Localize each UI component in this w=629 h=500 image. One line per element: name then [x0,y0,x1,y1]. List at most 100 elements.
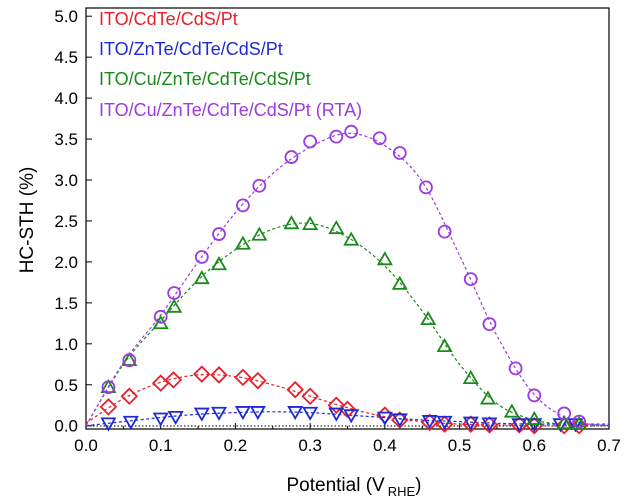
y-tick-label: 5.0 [54,7,78,26]
legend-entry-0: ITO/CdTe/CdS/Pt [99,9,238,29]
data-point-triangle-up [420,310,437,326]
data-point-diamond [120,387,139,406]
fit-line-series-2 [85,222,610,427]
data-point-diamond [99,398,118,416]
data-point-triangle-down [481,417,498,432]
data-point-triangle-down [234,406,251,421]
data-point-triangle-up [302,215,319,231]
data-point-diamond [555,416,573,435]
data-point-diamond [435,415,454,433]
data-point-circle [572,414,587,429]
data-point-triangle-up [479,390,497,405]
data-point-triangle-down [287,406,304,421]
x-tick-label: 0.5 [448,436,472,455]
data-point-triangle-up [328,220,345,235]
data-point-circle [419,180,433,195]
data-point-diamond [151,374,170,392]
y-tick-label: 1.0 [54,335,78,354]
data-point-diamond [193,365,211,383]
y-tick-label: 4.5 [54,48,78,67]
data-point-triangle-up [503,403,520,418]
data-point-triangle-up [436,337,453,353]
x-tick-label: 0.0 [74,436,98,455]
data-point-circle [284,150,299,164]
legend-entry-1: ITO/ZnTe/CdTe/CdS/Pt [99,39,283,59]
y-tick-label: 2.5 [54,212,78,231]
x-tick-label: 0.6 [522,436,546,455]
data-point-circle [303,134,318,149]
data-point-diamond [234,368,252,387]
data-point-circle [344,124,359,139]
y-axis-ticks: 0.0 0.5 1.0 1.5 2.0 2.5 3.0 3.5 4.0 4.5 5.0 [54,7,92,436]
y-tick-label: 3.0 [54,171,78,190]
data-point-diamond [249,371,267,390]
y-axis-title: HC-STH (%) [17,167,38,274]
data-point-diamond [327,396,346,415]
y-tick-label: 4.0 [54,89,78,108]
data-point-triangle-up [251,226,268,241]
data-point-triangle-down [462,416,479,431]
data-point-triangle-up [462,369,479,384]
fit-line-series-3 [85,132,610,427]
data-point-triangle-down [302,406,319,421]
data-point-triangle-down [421,415,438,430]
legend-entry-3: ITO/Cu/ZnTe/CdTe/CdS/Pt (RTA) [99,100,362,120]
data-point-circle [482,317,497,332]
data-point-circle [329,129,344,144]
data-point-diamond [164,371,183,389]
data-point-triangle-up [210,256,228,271]
data-point-circle [122,353,137,368]
data-point-triangle-up [234,235,251,250]
data-point-circle [252,178,267,193]
y-tick-label: 0.5 [54,376,78,395]
data-point-circle [557,406,572,421]
x-tick-label: 0.3 [298,436,322,455]
y-tick-label: 2.0 [54,253,78,272]
data-point-triangle-up [100,378,117,394]
data-point-triangle-down [391,413,408,428]
data-point-triangle-up [283,215,300,230]
data-point-circle [101,380,116,395]
y-tick-label: 1.5 [54,294,78,313]
data-point-triangle-up [343,231,360,246]
x-axis-title: Potential (V RHE) [286,475,421,499]
data-point-diamond [286,380,304,399]
data-point-triangle-down [167,410,184,426]
data-point-triangle-down [210,406,228,421]
x-tick-label: 0.2 [224,436,248,455]
data-point-triangle-down [376,411,393,426]
data-point-triangle-down [328,407,345,422]
y-tick-label: 3.5 [54,130,78,149]
data-point-circle [212,227,226,241]
legend: ITO/CdTe/CdS/Pt ITO/ZnTe/CdTe/CdS/Pt ITO… [99,9,362,120]
data-point-circle [437,224,452,239]
fit-lines [85,132,610,427]
x-axis-title-close: ) [415,475,421,496]
data-point-circle [463,272,478,287]
data-point-triangle-up [571,415,588,430]
data-point-triangle-up [526,410,543,425]
data-point-triangle-down [436,415,453,430]
data-point-triangle-down [100,417,117,432]
data-point-triangle-up [166,298,183,313]
data-point-triangle-down [152,412,169,427]
x-axis-title-main: Potential (V [286,475,385,496]
y-tick-label: 0.0 [54,417,78,436]
legend-entry-2: ITO/Cu/ZnTe/CdTe/CdS/Pt [99,69,311,89]
data-point-circle [235,198,250,213]
data-point-triangle-up [121,351,138,366]
data-point-circle [527,388,542,403]
data-point-diamond [210,366,228,384]
data-point-triangle-down [122,415,139,430]
x-axis-ticks: 0.0 0.1 0.2 0.3 0.4 0.5 0.6 0.7 [74,423,621,455]
data-point-circle [392,146,407,160]
data-point-triangle-down [511,418,528,433]
data-point-triangle-down [193,407,210,422]
data-point-circle [153,309,168,324]
data-point-triangle-up [376,251,393,266]
data-point-circle [167,286,182,300]
data-point-circle [194,250,209,264]
x-axis-title-subscript: RHE [388,484,416,499]
data-point-circle [508,361,523,376]
